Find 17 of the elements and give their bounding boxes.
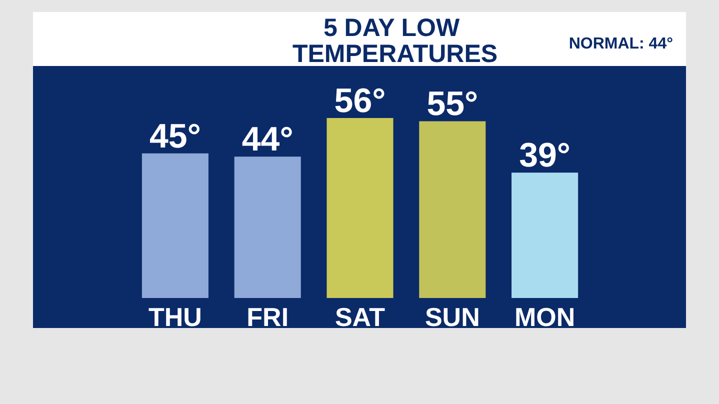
text: NORMAL: 44° (568, 36, 674, 52)
bar (234, 156, 301, 298)
data-label: 44° (242, 120, 294, 159)
bar (419, 121, 486, 298)
x-tick-label: FRI (246, 302, 289, 332)
bar (326, 118, 394, 298)
x-tick-label: SUN (424, 302, 480, 332)
data-label: 55° (426, 85, 478, 124)
data-label: 39° (519, 136, 571, 175)
data-label: 45° (149, 117, 201, 156)
x-tick-label: MON (514, 302, 576, 332)
data-label: 56° (334, 82, 386, 120)
chart-title: 5 DAY LOW TEMPERATURES (292, 14, 498, 68)
bar (142, 153, 208, 298)
bar (512, 172, 578, 298)
x-tick-label: THU (148, 302, 202, 332)
x-tick-label: SAT (334, 302, 386, 332)
